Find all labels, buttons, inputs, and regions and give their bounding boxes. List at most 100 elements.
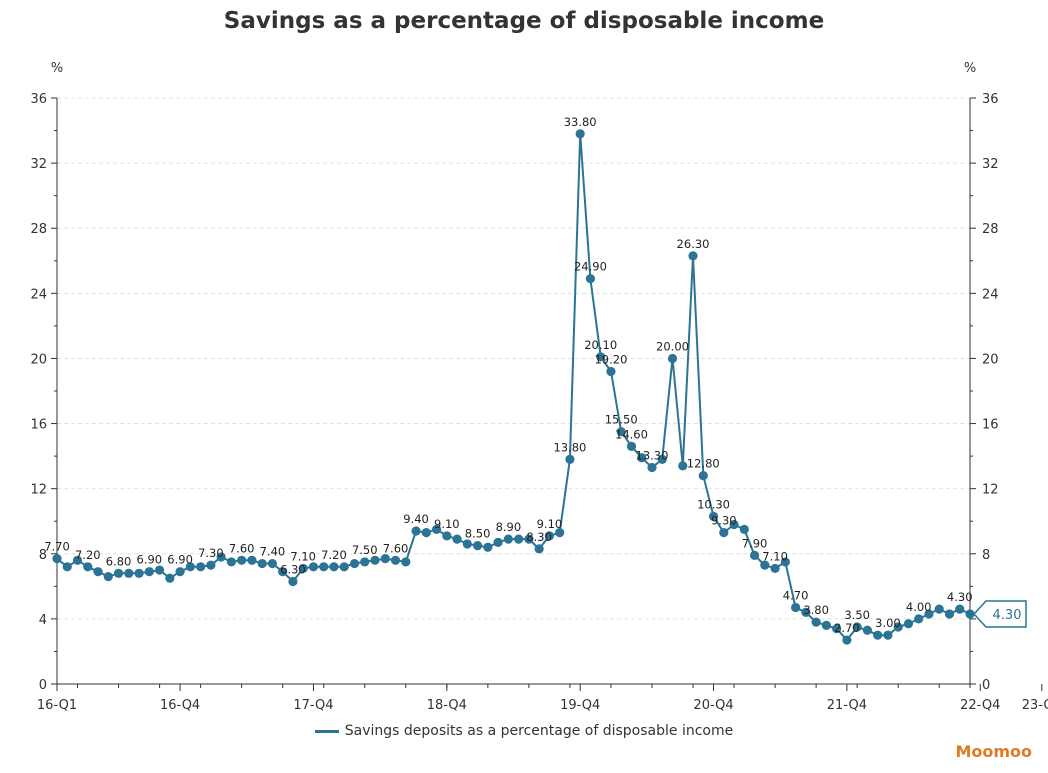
data-point [134, 568, 144, 578]
data-label: 7.40 [260, 545, 286, 559]
data-point [719, 528, 729, 538]
data-label: 7.90 [742, 536, 768, 550]
data-labels: 7.707.20 6.80 6.90 6.90 7.30 7.60 7.406.307.10… [44, 115, 972, 635]
x-tick-label: 23-Q2 [1022, 698, 1048, 713]
last-value-badge-box [972, 600, 1027, 628]
data-point [103, 571, 113, 582]
y-unit-right: % [964, 61, 976, 76]
y-tick-label-left: 12 [30, 483, 47, 498]
data-point [934, 604, 944, 614]
data-point [811, 617, 821, 627]
y-tick-label-left: 8 [39, 548, 47, 563]
data-label: 9.30 [711, 514, 737, 528]
data-point [760, 560, 770, 570]
data-point [380, 554, 390, 564]
data-point [483, 542, 493, 552]
data-point [955, 604, 965, 614]
data-label: 7.10 [290, 549, 316, 563]
data-point [770, 563, 780, 574]
data-point [319, 562, 329, 572]
data-label: 7.60 [229, 541, 255, 555]
data-point [288, 576, 298, 587]
data-point [339, 562, 349, 572]
data-label: 20.10 [584, 338, 617, 352]
y-tick-label-right: 0 [982, 678, 990, 693]
data-point [401, 557, 411, 567]
data-point [124, 568, 134, 578]
y-tick-label-right: 8 [982, 548, 990, 563]
data-point [349, 558, 360, 569]
data-label: 33.80 [564, 115, 597, 129]
data-point [472, 541, 483, 551]
data-point [226, 557, 236, 567]
data-label: 7.70 [44, 540, 70, 554]
data-point [657, 454, 667, 464]
data-label: 14.60 [615, 427, 648, 441]
x-tick-label: 16-Q4 [160, 698, 200, 713]
data-point [196, 562, 206, 572]
data-label: 4.70 [783, 588, 809, 602]
data-point [708, 511, 719, 521]
legend-label: Savings deposits as a percentage of disp… [344, 723, 734, 739]
x-tick-label: 19-Q4 [560, 698, 600, 713]
data-label: 2.70 [834, 621, 860, 635]
data-label: 6.90 [167, 553, 193, 567]
data-point [534, 544, 544, 554]
legend[interactable]: Savings deposits as a percentage of disp… [0, 723, 1048, 739]
data-label: 8.50 [465, 527, 491, 541]
data-label: 24.90 [574, 260, 607, 274]
data-point [944, 609, 955, 619]
data-point [278, 567, 288, 577]
data-label: 7.20 [75, 548, 101, 562]
data-point [555, 528, 565, 538]
data-point [329, 562, 339, 572]
x-tick-label: 16-Q1 [37, 698, 77, 713]
data-point [626, 441, 637, 451]
data-point [493, 537, 503, 547]
data-label: 10.30 [697, 497, 730, 511]
data-point [185, 562, 195, 572]
data-point [390, 555, 401, 565]
chart-title: Savings as a percentage of disposable in… [223, 8, 825, 34]
legend-swatch [314, 729, 339, 733]
data-point [780, 557, 790, 567]
data-point [308, 562, 319, 572]
data-point [257, 558, 267, 569]
last-value-badge-text: 4.30 [993, 608, 1022, 623]
data-point [93, 567, 103, 577]
data-point [698, 471, 708, 481]
data-point [72, 555, 83, 565]
x-tick-label: 20-Q4 [693, 698, 733, 713]
data-label: 26.30 [677, 237, 710, 251]
data-point [678, 461, 688, 471]
data-point [431, 524, 442, 534]
y-tick-label-left: 32 [30, 157, 47, 172]
y-tick-label-left: 4 [39, 613, 47, 628]
data-point [462, 539, 472, 549]
data-label: 3.80 [803, 603, 829, 617]
data-point [62, 562, 72, 572]
y-tick-label-right: 36 [982, 92, 999, 107]
data-point [791, 602, 801, 613]
data-point [596, 352, 606, 362]
data-point [832, 624, 842, 634]
data-point [883, 630, 893, 640]
data-point [421, 528, 431, 538]
y-tick-label-left: 20 [30, 352, 47, 367]
y-tick-label-right: 20 [982, 352, 999, 367]
data-label: 7.10 [762, 549, 788, 563]
y-tick-label-left: 28 [30, 222, 47, 237]
data-label: 3.00 [875, 616, 901, 630]
data-point [965, 609, 975, 619]
data-point [411, 526, 421, 536]
data-label: 8.30 [526, 530, 552, 544]
data-label: 7.20 [321, 548, 347, 562]
grid-lines [57, 97, 970, 620]
data-point [852, 622, 862, 632]
y-unit-left: % [51, 61, 63, 76]
data-point [873, 630, 883, 640]
data-label: 7.30 [198, 546, 224, 560]
data-point [688, 251, 698, 261]
data-point [801, 607, 811, 617]
